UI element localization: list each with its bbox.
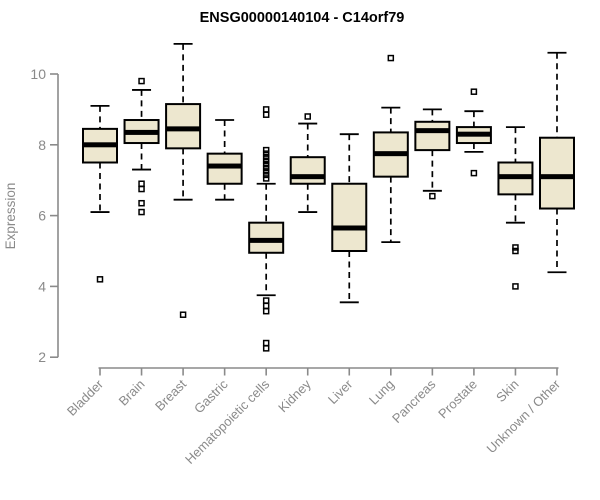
outlier-brain bbox=[138, 77, 145, 85]
outlier-skin bbox=[512, 283, 519, 290]
outlier-hematopoietic-cells bbox=[262, 150, 270, 157]
chart-title: ENSG00000140104 - C14orf79 bbox=[200, 10, 405, 26]
outlier-hematopoietic-cells bbox=[262, 161, 270, 168]
outlier-skin bbox=[512, 247, 519, 255]
box-breast bbox=[165, 103, 202, 150]
outlier-bladder bbox=[96, 276, 104, 283]
outlier-hematopoietic-cells bbox=[262, 157, 270, 164]
box-pancreas bbox=[414, 120, 451, 152]
x-tick-label-gastric: Gastric bbox=[191, 376, 231, 416]
x-tick-label-breast: Breast bbox=[152, 376, 189, 413]
median-line-unknown-other bbox=[539, 174, 574, 180]
median-line-pancreas bbox=[415, 128, 450, 134]
x-tick-label-pancreas: Pancreas bbox=[389, 376, 439, 426]
x-tick-label-unknown-other: Unknown / Other bbox=[484, 376, 564, 456]
outlier-hematopoietic-cells bbox=[262, 339, 270, 347]
outlier-hematopoietic-cells bbox=[262, 106, 270, 113]
y-axis-label: Expression bbox=[3, 183, 18, 250]
outlier-hematopoietic-cells bbox=[262, 164, 270, 172]
outlier-hematopoietic-cells bbox=[262, 111, 270, 118]
outlier-prostate bbox=[470, 169, 478, 177]
y-tick-label: 2 bbox=[38, 349, 46, 365]
median-line-hematopoietic-cells bbox=[249, 237, 284, 243]
outlier-hematopoietic-cells bbox=[262, 302, 270, 310]
median-line-kidney bbox=[290, 174, 325, 180]
outlier-brain bbox=[138, 180, 145, 187]
outlier-hematopoietic-cells bbox=[262, 307, 270, 315]
y-tick-label: 4 bbox=[38, 278, 46, 294]
x-tick-label-kidney: Kidney bbox=[275, 376, 314, 415]
x-tick-label-bladder: Bladder bbox=[64, 376, 107, 419]
y-tick-label: 10 bbox=[30, 66, 46, 82]
x-tick-label-lung: Lung bbox=[366, 377, 397, 408]
outlier-hematopoietic-cells bbox=[262, 171, 270, 179]
median-line-gastric bbox=[207, 163, 242, 169]
outlier-hematopoietic-cells bbox=[262, 153, 270, 161]
outlier-lung bbox=[387, 54, 395, 62]
outlier-brain bbox=[138, 185, 145, 193]
x-tick-label-skin: Skin bbox=[493, 377, 521, 405]
box-kidney bbox=[289, 156, 326, 185]
box-hematopoietic-cells bbox=[248, 221, 285, 254]
outlier-hematopoietic-cells bbox=[262, 175, 270, 182]
outlier-brain bbox=[138, 208, 145, 216]
box-liver bbox=[331, 182, 368, 253]
outlier-breast bbox=[179, 311, 187, 318]
outlier-pancreas bbox=[429, 192, 436, 200]
median-line-prostate bbox=[456, 131, 491, 137]
outlier-hematopoietic-cells bbox=[262, 168, 270, 175]
outlier-kidney bbox=[304, 113, 311, 120]
median-line-bladder bbox=[83, 142, 117, 148]
median-line-skin bbox=[498, 174, 533, 180]
outlier-hematopoietic-cells bbox=[262, 345, 270, 352]
outlier-brain bbox=[138, 199, 145, 207]
y-tick-label: 6 bbox=[38, 208, 46, 224]
outlier-hematopoietic-cells bbox=[262, 297, 270, 304]
y-tick-label: 8 bbox=[38, 137, 46, 153]
median-line-liver bbox=[332, 225, 367, 231]
x-tick-label-liver: Liver bbox=[325, 376, 356, 407]
x-tick-label-prostate: Prostate bbox=[435, 377, 480, 422]
outlier-hematopoietic-cells bbox=[262, 146, 270, 154]
box-gastric bbox=[206, 152, 243, 185]
median-line-breast bbox=[166, 126, 201, 132]
x-tick-label-brain: Brain bbox=[116, 377, 148, 409]
median-line-lung bbox=[373, 151, 408, 157]
box-unknown-other bbox=[538, 136, 575, 210]
outlier-skin bbox=[512, 244, 519, 251]
outlier-prostate bbox=[470, 88, 478, 95]
median-line-brain bbox=[124, 129, 159, 135]
